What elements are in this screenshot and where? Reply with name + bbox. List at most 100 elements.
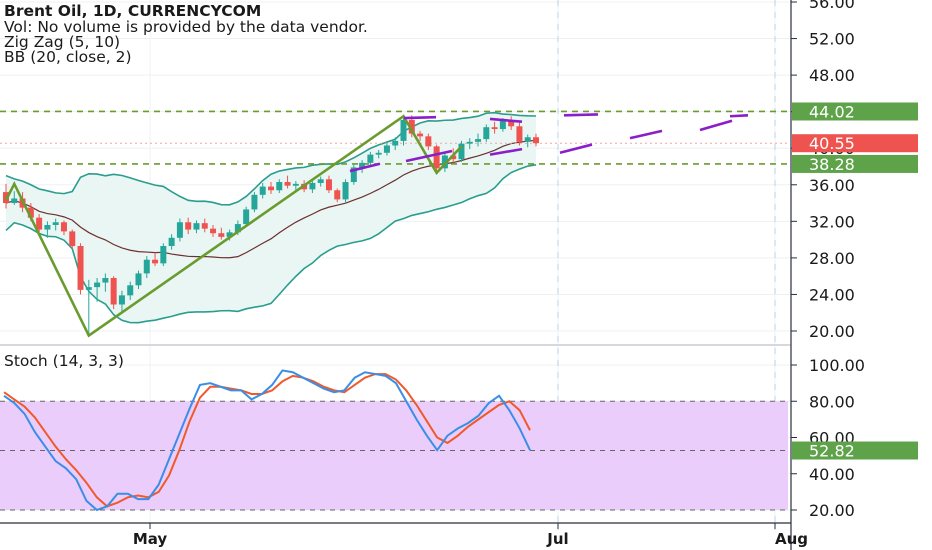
volume-note: Vol: No volume is provided by the data v… xyxy=(4,18,368,36)
time-tick-label: Aug xyxy=(775,530,808,548)
candle-body xyxy=(77,246,84,290)
price-tick-label: 20.00 xyxy=(809,322,855,341)
candle-body xyxy=(102,277,109,283)
price-tick-label: 28.00 xyxy=(809,249,855,268)
candlestick-series xyxy=(3,115,539,336)
pattern-dash xyxy=(563,113,599,117)
stoch-legend: Stoch (14, 3, 3) xyxy=(4,352,124,370)
candle-body xyxy=(44,224,51,230)
price-tick-label: 56.00 xyxy=(809,0,855,12)
zigzag-line xyxy=(4,114,463,338)
level-badge-38-label: 38.28 xyxy=(809,155,855,174)
candle-body xyxy=(483,127,490,140)
pattern-dash xyxy=(489,117,523,124)
bollinger-bands xyxy=(5,111,537,324)
price-tick-label: 36.00 xyxy=(809,176,855,195)
candle-body xyxy=(408,119,415,134)
pattern-dash xyxy=(405,149,453,163)
candle-body xyxy=(466,141,473,144)
candle-body xyxy=(499,120,506,130)
candle-body xyxy=(276,182,283,191)
candle-body xyxy=(342,182,349,200)
candle-body xyxy=(359,162,366,168)
time-tick-label: May xyxy=(133,530,168,548)
candle-body xyxy=(52,222,59,225)
candle-body xyxy=(210,228,217,234)
pattern-dash xyxy=(699,119,733,132)
bb-legend: BB (20, close, 2) xyxy=(4,48,132,66)
candle-body xyxy=(69,231,76,247)
candle-body xyxy=(251,194,258,210)
stoch-value-badge-bg xyxy=(792,441,918,460)
candle-body xyxy=(135,273,142,286)
candle-body xyxy=(27,207,34,218)
candle-body xyxy=(11,198,18,204)
candle-body xyxy=(268,186,274,191)
zigzag-legend: Zig Zag (5, 10) xyxy=(4,33,121,51)
stoch-tick-label: 100.00 xyxy=(809,356,865,375)
candle-body xyxy=(118,295,125,305)
bb-upper-band xyxy=(5,111,537,206)
candle-body xyxy=(508,120,515,127)
time-tick-label: Jul xyxy=(546,530,568,548)
pattern-dash xyxy=(629,129,663,140)
pattern-dash xyxy=(403,115,437,120)
candle-body xyxy=(533,137,539,144)
candle-body xyxy=(193,223,200,230)
chart-title: Brent Oil, 1D, CURRENCYCOM xyxy=(4,2,262,20)
candle-body xyxy=(168,237,175,247)
candle-body xyxy=(284,182,291,186)
bb-lower-band xyxy=(5,164,537,324)
price-tick-label: 48.00 xyxy=(809,66,855,85)
candle-body xyxy=(325,179,332,191)
candle-body xyxy=(475,139,482,142)
candle-body xyxy=(516,126,523,142)
stoch-tick-label: 20.00 xyxy=(809,501,855,520)
bb-fill xyxy=(6,112,536,323)
candle-body xyxy=(94,282,101,288)
candle-body xyxy=(218,233,225,237)
pattern-dash xyxy=(559,143,593,155)
candle-body xyxy=(160,246,167,264)
candle-body xyxy=(375,152,382,155)
candle-body xyxy=(392,140,399,146)
candle-body xyxy=(317,179,324,183)
stoch-tick-label: 80.00 xyxy=(809,392,855,411)
pattern-lines xyxy=(349,113,749,173)
price-tick-label: 24.00 xyxy=(809,285,855,304)
candle-body xyxy=(36,217,43,230)
candle-body xyxy=(491,127,498,130)
stoch-panel xyxy=(0,344,932,512)
stoch-d-line xyxy=(3,373,531,508)
pattern-dash xyxy=(349,162,381,173)
stoch-value-badge-label: 52.82 xyxy=(809,442,855,461)
candle-body xyxy=(152,259,159,264)
candle-body xyxy=(201,223,208,229)
zigzag-path xyxy=(4,114,463,338)
candle-body xyxy=(110,277,117,305)
price-badges: 44.02 40.55 38.28 52.82 xyxy=(792,102,918,461)
pattern-dash xyxy=(729,114,749,118)
candle-body xyxy=(367,154,374,163)
candle-body xyxy=(350,167,357,183)
candle-body xyxy=(450,155,457,160)
price-tick-label: 32.00 xyxy=(809,212,855,231)
price-tick-label: 52.00 xyxy=(809,30,855,49)
candle-body xyxy=(292,183,299,186)
candle-body xyxy=(176,222,183,238)
stoch-band-fill xyxy=(0,401,788,510)
candle-body xyxy=(234,224,241,233)
candle-body xyxy=(433,146,440,169)
stoch-tick-label: 40.00 xyxy=(809,465,855,484)
stoch-k-line xyxy=(3,369,531,512)
level-badge-44-bg xyxy=(792,102,918,121)
candle-body xyxy=(309,182,316,190)
candle-body xyxy=(400,119,407,141)
candle-body xyxy=(226,232,233,237)
pattern-dash xyxy=(489,147,523,156)
level-badge-38-bg xyxy=(792,154,918,173)
candle-body xyxy=(243,209,250,225)
candle-body xyxy=(127,285,134,296)
candle-body xyxy=(85,287,92,290)
